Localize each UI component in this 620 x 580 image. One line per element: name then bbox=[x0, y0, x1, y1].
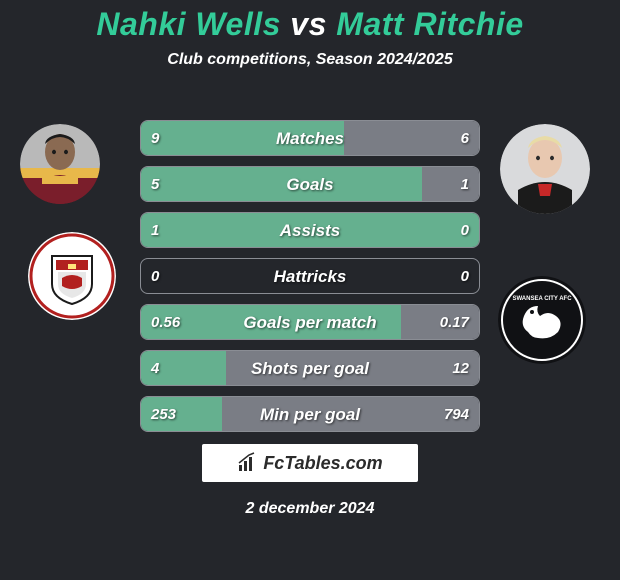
logo-text: FcTables.com bbox=[263, 453, 382, 474]
stat-label: Shots per goal bbox=[141, 351, 479, 386]
stat-label: Min per goal bbox=[141, 397, 479, 432]
date-label: 2 december 2024 bbox=[0, 500, 620, 518]
stat-row: 00Hattricks bbox=[140, 258, 480, 294]
stats-table: 96Matches 51Goals 10Assists 00Hattricks 0.56… bbox=[140, 120, 480, 442]
svg-text:SWANSEA CITY AFC: SWANSEA CITY AFC bbox=[512, 296, 572, 302]
stat-row: 0.560.17Goals per match bbox=[140, 304, 480, 340]
player2-club-badge: SWANSEA CITY AFC bbox=[498, 276, 586, 364]
player1-club-badge bbox=[28, 232, 116, 320]
stat-row: 253794Min per goal bbox=[140, 396, 480, 432]
player2-name: Matt Ritchie bbox=[336, 6, 523, 42]
vs-label: vs bbox=[290, 6, 327, 42]
chart-icon bbox=[237, 452, 259, 474]
stat-row: 10Assists bbox=[140, 212, 480, 248]
stat-row: 96Matches bbox=[140, 120, 480, 156]
stat-label: Goals per match bbox=[141, 305, 479, 340]
stat-row: 51Goals bbox=[140, 166, 480, 202]
fctables-logo: FcTables.com bbox=[202, 444, 418, 482]
stat-label: Assists bbox=[141, 213, 479, 248]
stat-label: Goals bbox=[141, 167, 479, 202]
player1-name: Nahki Wells bbox=[96, 6, 281, 42]
player2-avatar bbox=[500, 124, 590, 214]
stat-label: Hattricks bbox=[141, 259, 479, 294]
player1-avatar bbox=[20, 124, 100, 204]
comparison-title: Nahki Wells vs Matt Ritchie bbox=[0, 0, 620, 43]
stat-row: 412Shots per goal bbox=[140, 350, 480, 386]
subtitle: Club competitions, Season 2024/2025 bbox=[0, 51, 620, 69]
stat-label: Matches bbox=[141, 121, 479, 156]
